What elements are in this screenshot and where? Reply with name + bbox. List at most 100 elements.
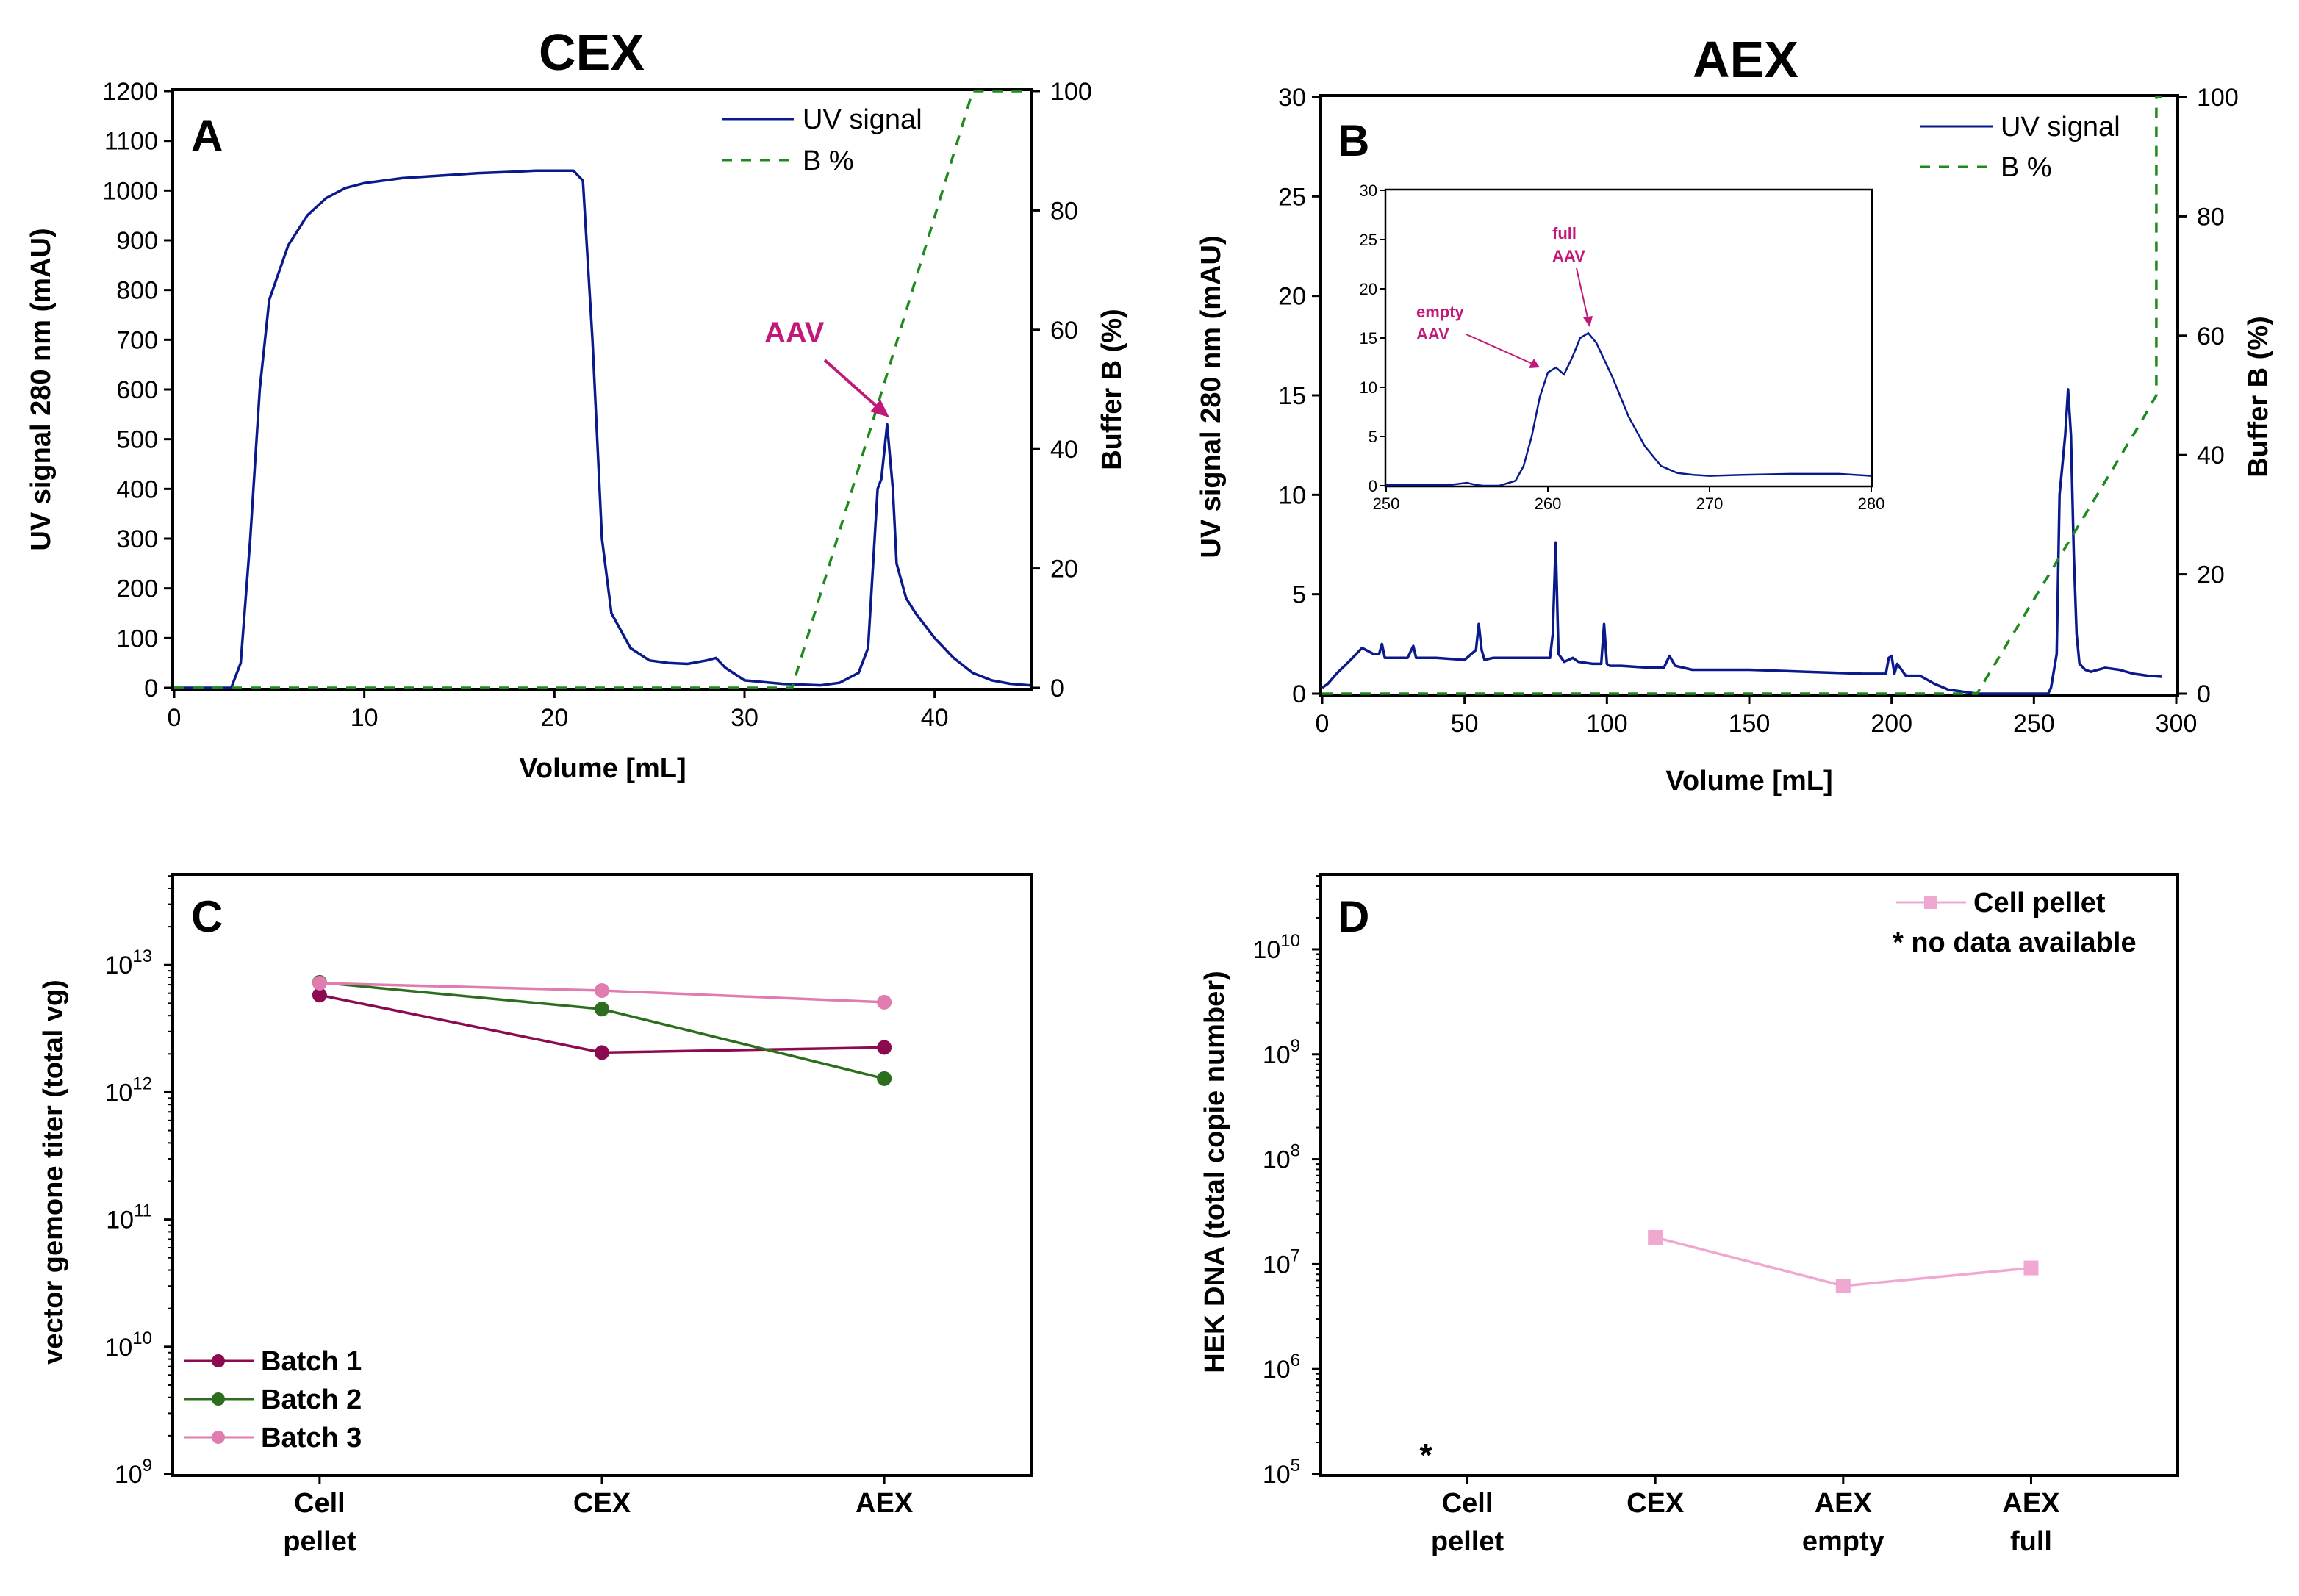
panel-c: C 109 1010 1011 1012 1013 Cell pellet CEX AEX ve… [38, 873, 1033, 1557]
panel-c-label: C [191, 892, 223, 941]
x-category-label: full [2010, 1526, 2052, 1557]
uv-signal-line [1321, 388, 2162, 695]
x-tick-label: 100 [1586, 710, 1628, 738]
y-tick-label: 0 [1292, 680, 1306, 708]
panel-b-title: AEX [1693, 31, 1798, 88]
y-tick-label: 109 [115, 1456, 152, 1489]
x-category-label: pellet [1431, 1526, 1504, 1557]
panel-a-y2label: Buffer B (%) [1097, 309, 1127, 470]
data-point [1648, 1229, 1663, 1245]
y2-tick-label: 100 [2197, 84, 2239, 112]
x-category-label: CEX [1626, 1488, 1685, 1519]
data-point [595, 1002, 609, 1017]
panel-b-series [1321, 96, 2162, 695]
data-point [2023, 1260, 2039, 1276]
panel-a-frame [171, 88, 1033, 691]
inset-empty-arrow-head [1529, 359, 1540, 368]
panel-c-legend: Batch 1 Batch 2 Batch 3 [184, 1346, 362, 1453]
x-category-label: AEX [856, 1488, 914, 1519]
y-tick-label: 1012 [104, 1074, 152, 1107]
inset-full-arrow [1576, 267, 1588, 318]
y-tick-label: 1011 [106, 1201, 152, 1234]
panel-a-title: CEX [539, 24, 645, 81]
inset-x-tick-label: 280 [1858, 495, 1885, 513]
legend-uv-label: UV signal [803, 104, 922, 135]
x-tick-label: 0 [1316, 710, 1330, 738]
data-point [312, 975, 327, 991]
y-tick-label: 105 [1263, 1456, 1300, 1489]
inset-y-tick-label: 10 [1360, 378, 1377, 397]
panel-b-ylabel: UV signal 280 nm (mAU) [1196, 235, 1227, 558]
inset-full-aav-label: AAV [1552, 247, 1585, 265]
x-tick-label: 0 [168, 704, 182, 732]
inset-series [1386, 331, 1872, 487]
no-data-marker: * [1419, 1437, 1432, 1473]
inset-y-tick-label: 30 [1360, 181, 1377, 200]
inset-full-label: full [1552, 224, 1577, 242]
y-tick-label: 900 [116, 227, 158, 255]
y-tick-label: 1000 [102, 177, 158, 205]
data-point [877, 1071, 892, 1086]
panel-b-legend: UV signal B % [1920, 112, 2120, 183]
x-category-label: empty [1802, 1526, 1884, 1557]
x-tick-label: 50 [1451, 710, 1479, 738]
data-point [312, 988, 327, 1003]
y-tick-label: 1100 [104, 128, 158, 156]
panel-c-ticks: 109 1010 1011 1012 1013 Cell pellet CEX AEX [104, 875, 914, 1557]
inset-x-tick-label: 270 [1696, 495, 1724, 513]
inset-x-tick-label: 260 [1535, 495, 1562, 513]
x-tick-label: 300 [2156, 710, 2198, 738]
inset-empty-label: empty [1416, 303, 1465, 321]
panel-b-xlabel: Volume [mL] [1665, 766, 1832, 797]
x-tick-label: 30 [731, 704, 758, 732]
y2-tick-label: 60 [1050, 317, 1078, 345]
y-tick-label: 800 [116, 277, 158, 305]
y-tick-label: 400 [116, 475, 158, 503]
y-tick-label: 300 [116, 525, 158, 553]
x-tick-label: 20 [540, 704, 568, 732]
inset-x-tick-label: 250 [1373, 495, 1400, 513]
legend-batch3-label: Batch 3 [261, 1423, 362, 1453]
x-tick-label: 40 [921, 704, 949, 732]
y-tick-label: 107 [1263, 1245, 1300, 1279]
panel-a: CEX A 0 10 20 30 400100200300400500600700800… [26, 24, 1127, 784]
y-tick-label: 108 [1263, 1141, 1300, 1174]
panel-d-ticks: 105 106 107 108 109 1010 Cell pellet CEX AEX empty… [1252, 875, 2060, 1557]
panel-b-y2label: Buffer B (%) [2243, 316, 2274, 478]
x-tick-label: 250 [2013, 710, 2055, 738]
x-category-label: AEX [2002, 1488, 2060, 1519]
panel-a-xlabel: Volume [mL] [519, 753, 686, 784]
inset-frame [1384, 188, 1873, 488]
legend-batch2-label: Batch 2 [261, 1384, 362, 1415]
x-category-label: Cell [1442, 1488, 1493, 1519]
y2-tick-label: 60 [2197, 323, 2225, 351]
y-tick-label: 15 [1278, 382, 1306, 410]
legend-cellpellet-label: Cell pellet [1973, 888, 2106, 919]
panel-d-frame [1319, 873, 2179, 1477]
legend-batch1-label: Batch 1 [261, 1346, 362, 1377]
y-tick-label: 1013 [104, 946, 152, 979]
inset-empty-arrow [1466, 334, 1533, 364]
inset-uv-line [1386, 331, 1872, 487]
data-point [1835, 1279, 1851, 1294]
legend-batch2-marker [212, 1392, 225, 1406]
y-tick-label: 10 [1278, 481, 1306, 509]
inset-ticks: 250 260 270 280 0 5 10 15 20 25 30 [1360, 181, 1885, 513]
legend-uv-label: UV signal [2001, 112, 2120, 143]
inset-y-tick-label: 25 [1360, 231, 1377, 249]
y2-tick-label: 80 [1050, 197, 1078, 225]
panel-d-series [1648, 1229, 2039, 1294]
data-point [877, 1040, 892, 1055]
y2-tick-label: 0 [1050, 675, 1064, 702]
data-point [877, 994, 892, 1010]
panel-b-ticks: 0 50 100 150 200 250 3000510152025300204060801… [1278, 84, 2239, 738]
buffer-b-line [174, 90, 1030, 689]
y-tick-label: 1010 [104, 1329, 152, 1362]
y2-tick-label: 0 [2197, 680, 2211, 708]
panel-b-label: B [1338, 116, 1369, 165]
x-tick-label: 10 [351, 704, 379, 732]
panel-c-ylabel: vector gemone titer (total vg) [38, 979, 69, 1365]
x-category-label: AEX [1815, 1488, 1873, 1519]
uv-signal-line [174, 169, 1030, 689]
